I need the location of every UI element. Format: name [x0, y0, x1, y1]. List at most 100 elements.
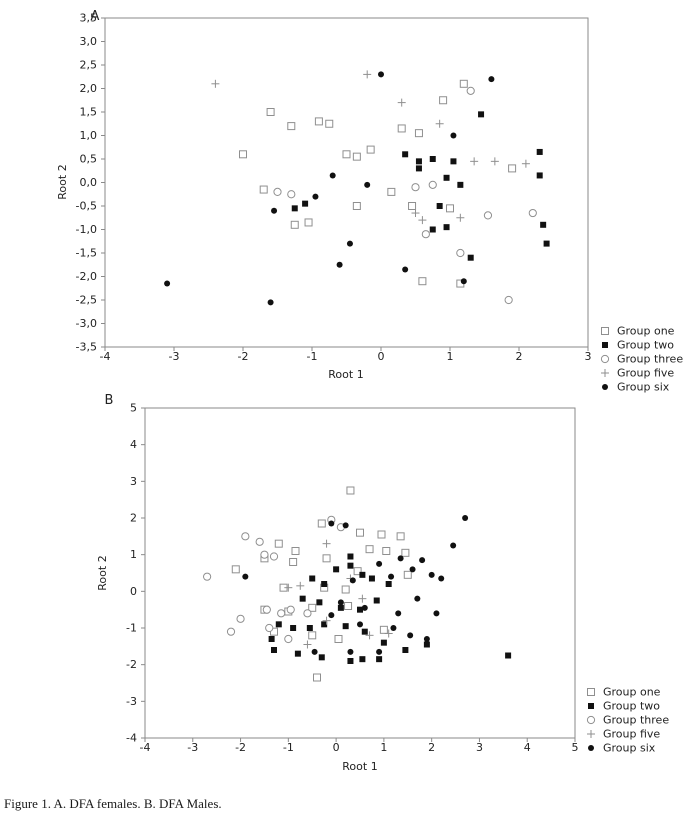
filled-circle-marker — [588, 745, 594, 751]
x-tick-label: 4 — [524, 741, 531, 754]
filled-square-marker — [316, 599, 323, 606]
open-square-marker — [308, 631, 317, 640]
filled-circle-marker — [342, 522, 349, 529]
open-square-marker — [401, 548, 410, 557]
open-square-marker — [601, 327, 609, 335]
open-square-marker — [408, 202, 417, 210]
open-square-marker — [346, 486, 355, 495]
open-circle-marker — [483, 211, 493, 220]
filled-square-marker — [309, 575, 316, 582]
chart-dfa-males: -4 -3 -2 -1 0 1 2 3 4 5 5 4 3 2 1 0 -1 -2 -3 -4 Root 1 Root 2… — [96, 393, 669, 773]
filled-square-marker — [357, 606, 363, 613]
y-tick-label: 1,5 — [80, 106, 98, 119]
filled-circle-marker — [450, 542, 457, 549]
y-tick-label: 1,0 — [80, 129, 98, 142]
series-group-six — [242, 515, 469, 655]
filled-square-marker — [602, 342, 608, 348]
plus-marker — [296, 581, 305, 590]
legend-item: Group six — [602, 381, 670, 394]
filled-circle-marker — [423, 636, 430, 642]
plus-marker — [284, 583, 293, 592]
open-square-marker — [308, 603, 317, 612]
filled-circle-marker — [328, 520, 335, 527]
filled-square-marker — [423, 641, 430, 648]
filled-square-marker — [443, 224, 450, 231]
open-circle-marker — [528, 208, 537, 218]
filled-circle-marker — [376, 560, 383, 567]
filled-circle-marker — [428, 571, 435, 578]
open-circle-marker — [277, 609, 286, 618]
filled-square-marker — [333, 566, 340, 573]
panel-label: B — [105, 393, 114, 408]
filled-circle-marker — [349, 577, 356, 584]
open-square-marker — [317, 519, 326, 528]
filled-circle-marker — [267, 299, 274, 306]
plus-marker — [365, 631, 374, 640]
open-square-marker — [356, 528, 364, 537]
filled-square-marker — [588, 703, 594, 709]
plus-marker — [470, 157, 479, 166]
x-tick-label: -4 — [140, 741, 151, 754]
plus-marker — [490, 157, 499, 166]
plus-marker — [322, 616, 331, 625]
filled-square-marker — [337, 604, 344, 611]
x-tick-label: -1 — [283, 741, 294, 754]
legend-label: Group two — [617, 339, 674, 352]
plus-marker — [456, 213, 465, 222]
filled-circle-marker — [450, 132, 457, 139]
legend-label: Group six — [617, 381, 670, 394]
open-circle-marker — [241, 532, 250, 541]
open-square-marker — [304, 218, 313, 227]
filled-square-marker — [359, 656, 366, 663]
filled-circle-marker — [312, 193, 319, 200]
open-square-marker — [290, 220, 299, 229]
filled-square-marker — [302, 200, 309, 207]
y-tick-label: -3,0 — [76, 317, 97, 330]
filled-square-marker — [361, 628, 368, 635]
open-square-marker — [397, 124, 406, 133]
legend-label: Group three — [617, 353, 683, 366]
filled-circle-marker — [346, 240, 353, 247]
open-square-marker — [314, 117, 323, 126]
filled-circle-marker — [376, 648, 383, 655]
legend-label: Group five — [603, 728, 660, 741]
y-axis-label: Root 2 — [56, 164, 69, 199]
figure-caption: Figure 1. A. DFA females. B. DFA Males. — [4, 796, 222, 811]
y-tick-label: 0 — [130, 585, 137, 598]
filled-square-marker — [536, 172, 543, 179]
y-tick-label: -1,0 — [76, 223, 97, 236]
y-tick-label: -2,0 — [76, 270, 97, 283]
filled-square-marker — [450, 158, 457, 165]
plus-marker — [587, 730, 595, 738]
filled-circle-marker — [409, 566, 416, 573]
y-tick-label: 4 — [130, 438, 137, 451]
filled-circle-marker — [438, 575, 445, 582]
plus-marker — [322, 539, 331, 548]
filled-circle-marker — [388, 573, 395, 580]
open-circle-marker — [265, 623, 274, 633]
series-group-two — [291, 111, 550, 261]
open-circle-marker — [303, 609, 312, 618]
filled-square-marker — [457, 181, 464, 188]
open-square-marker — [342, 150, 351, 159]
open-square-marker — [379, 625, 388, 634]
filled-circle-marker — [488, 76, 495, 83]
open-circle-marker — [504, 295, 513, 305]
x-tick-label: 1 — [447, 350, 454, 363]
open-square-marker — [365, 545, 374, 554]
open-circle-marker — [284, 634, 293, 644]
filled-circle-marker — [347, 648, 354, 655]
open-square-marker — [366, 145, 375, 154]
x-tick-label: -3 — [187, 741, 198, 754]
filled-circle-marker — [336, 261, 343, 268]
open-circle-marker — [428, 180, 437, 189]
open-square-marker — [325, 119, 334, 128]
open-circle-marker — [260, 550, 269, 559]
x-tick-label: 2 — [516, 350, 523, 363]
open-square-marker — [287, 122, 296, 131]
y-tick-label: 2 — [130, 512, 137, 525]
open-circle-marker — [456, 248, 465, 258]
open-square-marker — [289, 558, 298, 566]
open-square-marker — [508, 164, 517, 173]
x-tick-label: 2 — [428, 741, 435, 754]
